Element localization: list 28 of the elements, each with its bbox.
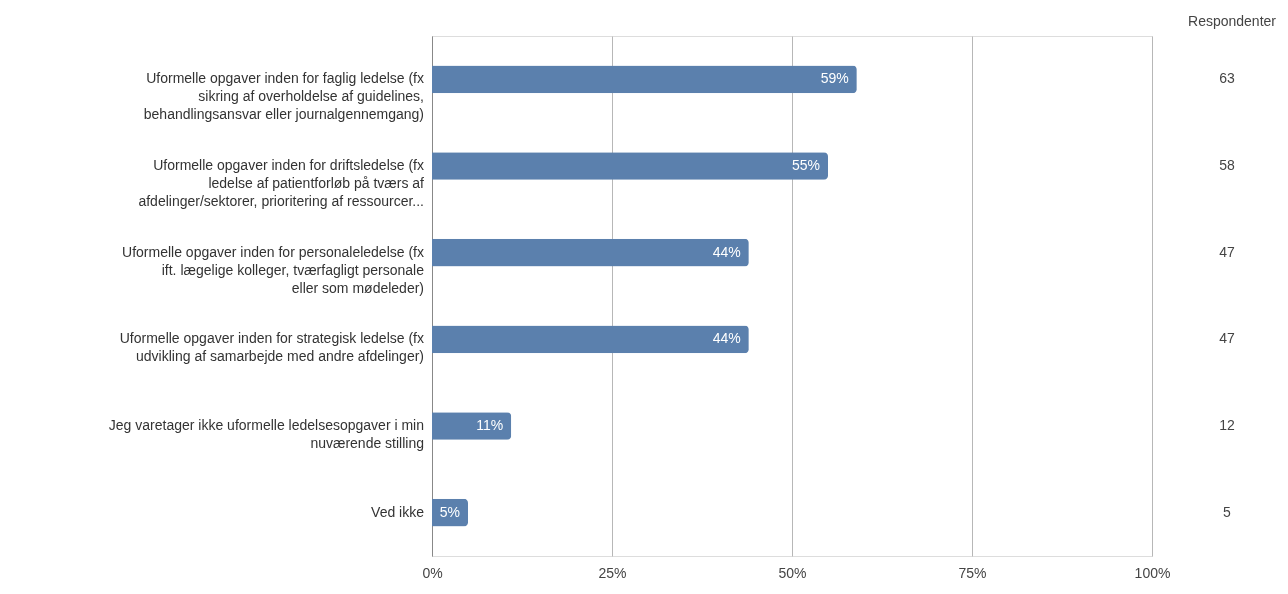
text: 47 <box>1219 330 1235 347</box>
text: 5 <box>1223 503 1232 520</box>
y-tick-label: Ved ikke <box>371 503 425 520</box>
y-tick-label: Uformelle opgaver inden for strategisk ledelse (fx udvikling af samarbejde med andre afdelinger) <box>119 330 424 365</box>
x-tick-label: 100% <box>1134 564 1171 581</box>
text: 12 <box>1219 417 1235 433</box>
data-label: 55% <box>791 157 820 173</box>
y-tick-label: Jeg varetager ikke uformelle ledelsesopgaver i min nuværende stilling <box>108 417 424 451</box>
data-label: 11% <box>476 417 504 433</box>
y-tick-label: Uformelle opgaver inden for driftsledelse (fx ledelse af patientforløb på tværs af afdelinger/sektorer, prioritering af ressourcer... <box>138 157 425 209</box>
text: 63 <box>1219 70 1235 87</box>
bar <box>432 65 857 94</box>
text: 58 <box>1219 157 1235 173</box>
bar <box>432 152 828 180</box>
bar <box>432 325 749 354</box>
x-tick-label: 0% <box>422 564 443 581</box>
y-tick-label: Uformelle opgaver inden for personaleledelse (fx ift. lægelige kolleger, tværfagligt personale eller som mødeleder) <box>122 243 425 296</box>
x-tick-label: 50% <box>778 564 807 581</box>
y-tick-label: Uformelle opgaver inden for faglig ledelse (fx sikring af overholdelse af guidelines, behandlingsansvar eller journalgennemgang) <box>143 70 424 123</box>
data-label: 44% <box>712 330 741 347</box>
text: Respondenter <box>1188 13 1277 29</box>
data-label: 44% <box>712 243 741 260</box>
bar <box>432 238 749 267</box>
data-label: 5% <box>439 503 460 520</box>
data-label: 59% <box>820 70 849 87</box>
text: 47 <box>1219 243 1235 260</box>
x-tick-label: 25% <box>598 564 627 581</box>
x-tick-label: 75% <box>958 564 987 581</box>
